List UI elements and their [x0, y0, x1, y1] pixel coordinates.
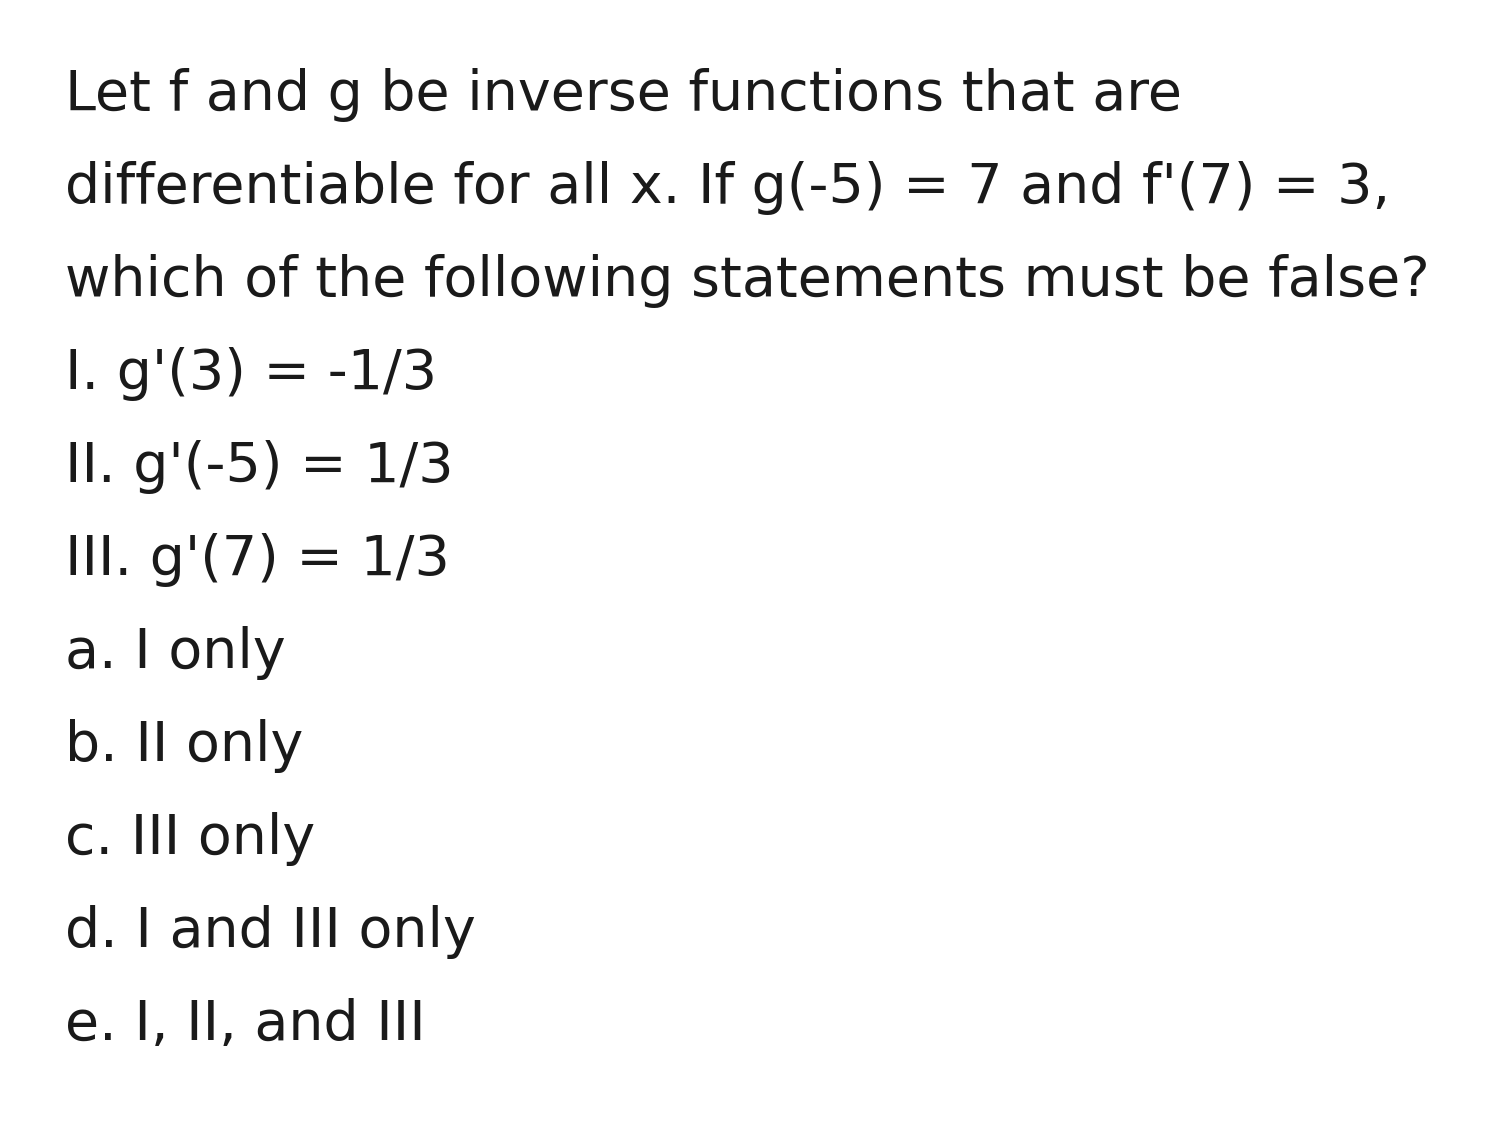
- Text: I. g'(3) = -1/3: I. g'(3) = -1/3: [64, 347, 436, 400]
- Text: II. g'(-5) = 1/3: II. g'(-5) = 1/3: [64, 440, 453, 494]
- Text: c. III only: c. III only: [64, 812, 315, 866]
- Text: b. II only: b. II only: [64, 719, 303, 773]
- Text: III. g'(7) = 1/3: III. g'(7) = 1/3: [64, 534, 450, 587]
- Text: a. I only: a. I only: [64, 626, 285, 680]
- Text: e. I, II, and III: e. I, II, and III: [64, 998, 426, 1052]
- Text: d. I and III only: d. I and III only: [64, 905, 476, 959]
- Text: Let f and g be inverse functions that are: Let f and g be inverse functions that ar…: [64, 68, 1182, 122]
- Text: differentiable for all x. If g(-5) = 7 and f'(7) = 3,: differentiable for all x. If g(-5) = 7 a…: [64, 161, 1390, 215]
- Text: which of the following statements must be false?: which of the following statements must b…: [64, 254, 1429, 308]
